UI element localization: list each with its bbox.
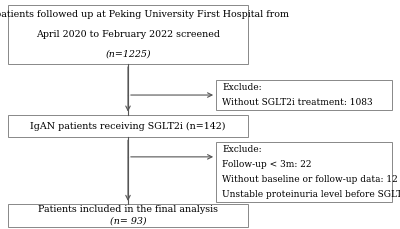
Text: Patients included in the final analysis: Patients included in the final analysis — [38, 205, 218, 214]
Text: April 2020 to February 2022 screened: April 2020 to February 2022 screened — [36, 30, 220, 39]
Text: IgAN patients followed up at Peking University First Hospital from: IgAN patients followed up at Peking Univ… — [0, 10, 289, 19]
Text: (n= 93): (n= 93) — [110, 216, 146, 226]
FancyBboxPatch shape — [8, 114, 248, 137]
Text: Without baseline or follow-up data: 12: Without baseline or follow-up data: 12 — [222, 175, 398, 184]
FancyBboxPatch shape — [216, 80, 392, 110]
FancyBboxPatch shape — [216, 142, 392, 202]
FancyBboxPatch shape — [8, 5, 248, 64]
Text: Unstable proteinuria level before SGLT2i treatment: 15: Unstable proteinuria level before SGLT2i… — [222, 190, 400, 199]
Text: (n=1225): (n=1225) — [105, 50, 151, 59]
Text: Follow-up < 3m: 22: Follow-up < 3m: 22 — [222, 160, 312, 169]
Text: IgAN patients receiving SGLT2i (n=142): IgAN patients receiving SGLT2i (n=142) — [30, 121, 226, 131]
Text: Exclude:: Exclude: — [222, 145, 262, 154]
Text: Exclude:: Exclude: — [222, 83, 262, 92]
Text: Without SGLT2i treatment: 1083: Without SGLT2i treatment: 1083 — [222, 98, 373, 107]
FancyBboxPatch shape — [8, 204, 248, 227]
